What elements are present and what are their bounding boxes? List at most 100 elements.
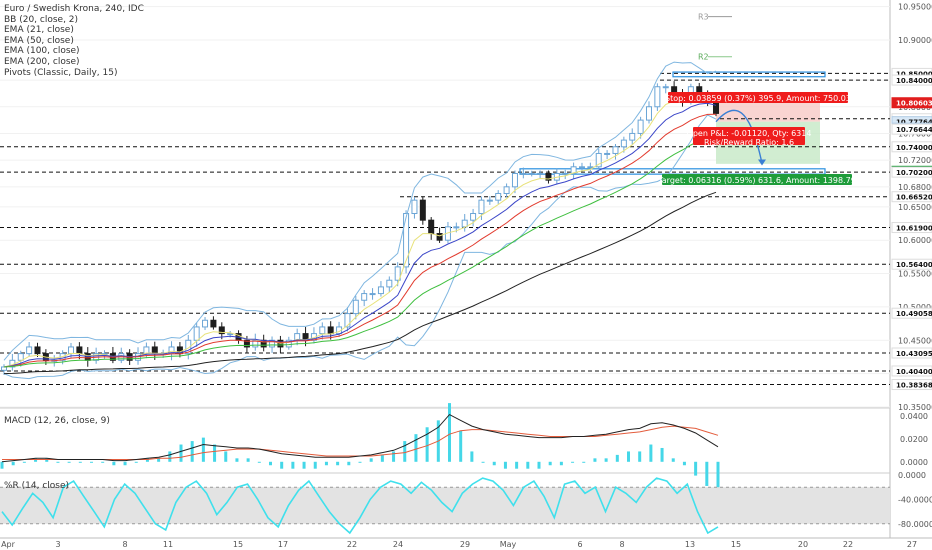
macd-axis-tick-label: 0.0000 (900, 458, 928, 467)
price-axis-tick-label: 10.45000 (898, 336, 932, 345)
target-label: Target: 0.06316 (0.59%) 631.6, Amount: 1… (657, 176, 856, 185)
macd-histogram-bar (157, 458, 161, 462)
macd-histogram-bar (90, 461, 93, 463)
candle-body (629, 132, 636, 141)
price-label: 10.56400 (896, 261, 932, 269)
macd-histogram-bar (201, 437, 205, 462)
legend-ema50: EMA (50, close) (4, 35, 74, 46)
macd-histogram-bar (571, 461, 575, 463)
macd-histogram-bar (190, 441, 194, 462)
macd-histogram-bar (112, 461, 116, 466)
candle-body (662, 86, 669, 89)
candle-body (436, 233, 443, 241)
legend-ema200: EMA (200, close) (4, 56, 80, 67)
price-label: 10.84000 (896, 77, 932, 85)
open-pnl-label-bg (693, 127, 805, 145)
macd-histogram-bar (392, 451, 396, 462)
candle-body (411, 199, 418, 215)
open-pnl-label: Risk/Reward Ratio: 1.6 (704, 138, 794, 147)
macd-histogram-bar (224, 451, 228, 462)
macd-histogram-bar (313, 461, 317, 469)
price-label-bg (891, 347, 932, 359)
macd-histogram-bar (503, 461, 507, 469)
target-label-bg (662, 174, 852, 185)
candle-body (185, 339, 192, 355)
candle-body (319, 326, 326, 335)
price-axis-tick-label: 10.65000 (898, 203, 932, 212)
price-label: 10.43095 (896, 350, 932, 358)
candle-body (260, 339, 267, 348)
macd-histogram-bar (336, 461, 340, 466)
candle-body (386, 279, 393, 288)
macd-histogram-bar (101, 461, 105, 463)
bollinger-upper (3, 61, 717, 361)
candle-body (193, 326, 200, 341)
candle-body (84, 353, 91, 361)
williams-r-axis-tick-label: -40.0000 (898, 495, 932, 504)
candle-body (369, 293, 376, 296)
price-axis-tick-label: 10.68000 (898, 183, 932, 192)
candle-body (587, 166, 594, 169)
macd-histogram-bar (369, 458, 373, 462)
macd-histogram-bar (414, 434, 418, 462)
macd-histogram-bar (638, 451, 642, 462)
candle-body (151, 346, 158, 355)
macd-histogram-bar (257, 461, 261, 463)
candle-body (76, 346, 83, 355)
pivot-r3-label: R3 (698, 13, 709, 22)
candle-body (470, 213, 477, 221)
legend-title: Euro / Swedish Krona, 240, IDC (4, 4, 144, 14)
candle-body (595, 152, 602, 168)
pivot-r2-label: R2 (698, 53, 709, 62)
candle-body (403, 213, 410, 268)
time-axis-label: 27 (907, 540, 917, 549)
macd-histogram-bar (425, 427, 429, 462)
legend-pivots: Pivots (Classic, Daily, 15) (4, 67, 118, 78)
candle-body (486, 199, 493, 202)
macd-histogram-bar (179, 444, 183, 462)
price-label-bg (891, 365, 932, 377)
candle-body (327, 326, 334, 335)
candle-body (26, 346, 33, 355)
candle-body (570, 166, 577, 174)
macd-histogram-bar (403, 441, 407, 462)
candle-body (428, 219, 435, 235)
candle-body (243, 339, 250, 348)
macd-histogram-bar (694, 461, 698, 476)
candle-body (419, 199, 426, 221)
macd-histogram-bar (526, 461, 530, 469)
candle-body (227, 333, 234, 336)
price-label: 10.66520 (896, 194, 932, 202)
time-axis-label: Apr (1, 540, 16, 549)
price-label: 10.80603 (896, 100, 932, 108)
price-label-bg (891, 222, 932, 234)
price-label-bg (891, 307, 932, 319)
candle-body (377, 286, 384, 295)
price-label: 10.61900 (896, 225, 932, 233)
price-label-bg (891, 379, 932, 391)
macd-histogram-bar (291, 461, 295, 469)
price-label-bg (891, 123, 932, 135)
price-axis-tick-label: 10.72000 (898, 156, 932, 165)
stop-label-bg (668, 92, 848, 103)
macd-histogram-bar (145, 458, 149, 462)
candle-body (1, 366, 7, 371)
candle-body (361, 293, 368, 301)
macd-histogram-bar (34, 458, 38, 462)
price-label-bg (891, 74, 932, 86)
projection-arrow (715, 109, 763, 164)
chart-legend: Euro / Swedish Krona, 240, IDC BB (20, c… (4, 4, 144, 78)
ema-100-line (3, 113, 717, 368)
candle-body (344, 313, 351, 328)
candle-body (620, 139, 627, 148)
legend-bb: BB (20, close, 2) (4, 14, 79, 25)
ema-200-green-line (3, 135, 717, 368)
price-label: 10.76644 (896, 126, 932, 134)
williams-r-line (1, 477, 719, 535)
price-label-bg (891, 141, 932, 153)
macd-histogram-bar (660, 447, 664, 462)
macd-pane-title: MACD (12, 26, close, 9) (4, 416, 110, 426)
time-axis-label: 6 (577, 540, 582, 549)
macd-axis-tick-label: 0.0200 (900, 435, 928, 444)
